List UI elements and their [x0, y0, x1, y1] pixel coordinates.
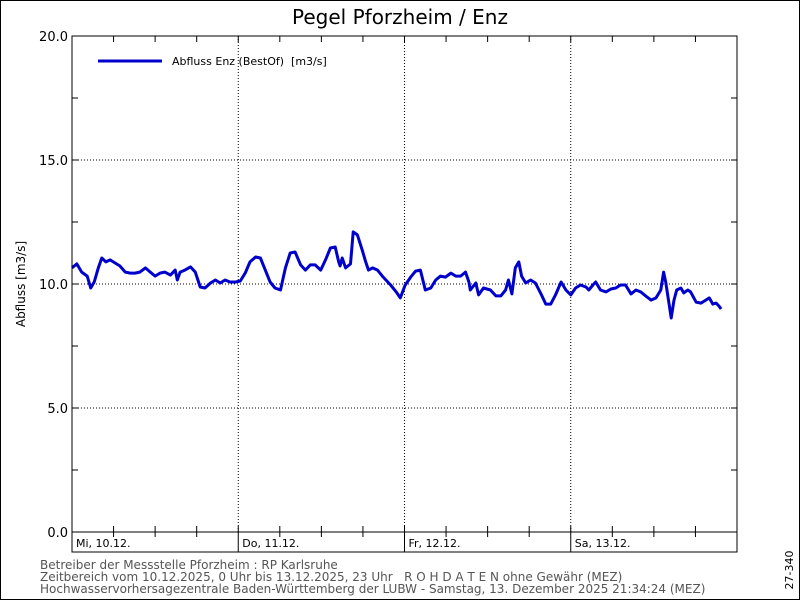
footer-operator: Betreiber der Messstelle Pforzheim : RP … — [40, 558, 338, 572]
day-label: Sa, 13.12. — [575, 537, 631, 550]
day-label: Fr, 12.12. — [409, 537, 461, 550]
y-tick-label: 5.0 — [47, 402, 68, 417]
y-tick-label: 10.0 — [39, 278, 68, 293]
footer-source: Hochwasservorhersagezentrale Baden-Württ… — [40, 582, 706, 596]
legend: Abfluss Enz (BestOf) [m3/s] — [98, 55, 327, 68]
day-label: Do, 11.12. — [242, 537, 299, 550]
y-tick-label: 0.0 — [47, 526, 68, 541]
footer-timerange: Zeitbereich vom 10.12.2025, 0 Uhr bis 13… — [40, 570, 623, 584]
day-label: Mi, 10.12. — [76, 537, 131, 550]
legend-label: Abfluss Enz (BestOf) [m3/s] — [172, 55, 327, 68]
y-tick-label: 20.0 — [39, 30, 68, 45]
y-tick-label: 15.0 — [39, 154, 68, 169]
chart-title: Pegel Pforzheim / Enz — [292, 5, 508, 29]
date-strip — [71, 531, 738, 553]
series-line-abfluss — [71, 230, 723, 320]
side-code: 27-340 — [783, 551, 796, 590]
y-axis-label: Abfluss [m3/s] — [14, 241, 28, 327]
